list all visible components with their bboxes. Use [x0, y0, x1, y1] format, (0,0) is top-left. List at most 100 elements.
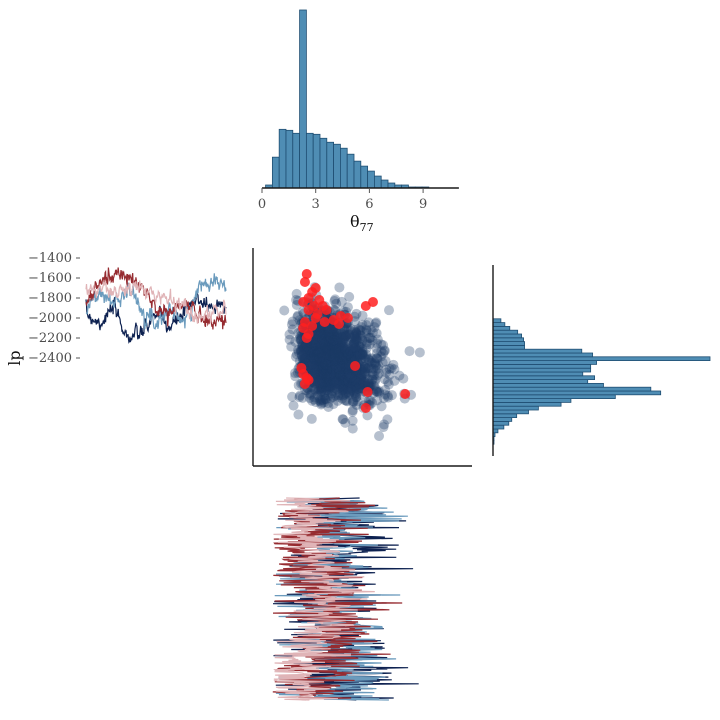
scatter-point — [331, 334, 342, 345]
scatter-point — [354, 379, 365, 390]
scatter-point — [316, 337, 327, 348]
scatter-point — [334, 379, 345, 390]
scatter-point — [331, 369, 342, 380]
scatter-point — [379, 389, 390, 400]
scatter-point — [329, 330, 340, 341]
scatter-point — [325, 338, 336, 349]
scatter-point — [339, 375, 350, 386]
scatter-point — [389, 375, 400, 386]
scatter-point — [340, 389, 351, 400]
scatter-point — [321, 336, 332, 347]
scatter-point — [384, 305, 395, 316]
scatter-point — [323, 344, 334, 355]
scatter-point — [317, 364, 328, 375]
scatter-point — [318, 397, 329, 408]
scatter-point — [336, 364, 347, 375]
scatter-point — [372, 363, 383, 374]
scatter-point — [313, 361, 324, 372]
scatter-point — [291, 288, 302, 299]
scatter-point — [324, 332, 335, 343]
scatter-point — [334, 347, 345, 358]
scatter-point — [333, 336, 344, 347]
scatter-point — [352, 348, 363, 359]
scatter-point — [320, 342, 331, 353]
scatter-point — [334, 368, 345, 379]
scatter-point — [330, 390, 341, 401]
scatter-point — [367, 374, 378, 385]
scatter-point — [351, 328, 362, 339]
scatter-point — [351, 335, 362, 346]
scatter-point — [316, 328, 327, 339]
scatter-point — [379, 374, 390, 385]
scatter-point — [346, 372, 357, 383]
scatter-point — [308, 356, 319, 367]
scatter-point — [333, 343, 344, 354]
scatter-point — [331, 364, 342, 375]
scatter-point — [300, 352, 311, 363]
scatter-point — [346, 323, 357, 334]
scatter-point — [322, 345, 333, 356]
scatter-point — [369, 370, 380, 381]
scatter-point — [373, 368, 384, 379]
scatter-point — [326, 361, 337, 372]
scatter-point — [318, 328, 329, 339]
scatter-point — [317, 381, 328, 392]
scatter-point — [294, 392, 305, 403]
scatter-point — [336, 363, 347, 374]
scatter-point — [341, 362, 352, 373]
scatter-point — [316, 336, 327, 347]
scatter-point — [306, 388, 317, 399]
scatter-point — [305, 349, 316, 360]
scatter-point — [302, 348, 313, 359]
scatter-point — [312, 347, 323, 358]
scatter-point — [310, 341, 321, 352]
scatter-point — [304, 349, 315, 360]
theta77-histogram — [265, 9, 430, 189]
scatter-point — [372, 370, 383, 381]
scatter-point — [323, 340, 334, 351]
scatter-point — [319, 346, 330, 357]
scatter-point — [339, 328, 350, 339]
scatter-point — [329, 364, 340, 375]
scatter-point — [336, 370, 347, 381]
scatter-point — [381, 367, 392, 378]
scatter-point — [338, 381, 349, 392]
scatter-point — [323, 356, 334, 367]
scatter-point — [342, 375, 353, 386]
scatter-point — [293, 347, 304, 358]
scatter-point — [296, 344, 307, 355]
theta77-histogram-bar — [305, 132, 314, 189]
scatter-point — [323, 356, 334, 367]
scatter-point — [330, 360, 341, 371]
scatter-point — [314, 357, 325, 368]
lp-histogram-bar — [492, 420, 510, 426]
scatter-point — [296, 339, 307, 350]
theta-symbol: θ — [350, 212, 360, 231]
scatter-point — [351, 327, 362, 338]
scatter-point — [324, 370, 335, 381]
scatter-point — [316, 357, 327, 368]
scatter-point — [363, 354, 374, 365]
scatter-point — [352, 383, 363, 394]
scatter-point — [320, 324, 331, 335]
scatter-point — [335, 387, 346, 398]
scatter-point — [312, 356, 323, 367]
scatter-point — [326, 327, 337, 338]
scatter-point — [377, 357, 388, 368]
scatter-point — [340, 331, 351, 342]
scatter-point — [314, 338, 325, 349]
scatter-point — [349, 336, 360, 347]
scatter-point — [335, 381, 346, 392]
scatter-point — [356, 348, 367, 359]
divergent-point — [299, 277, 310, 287]
scatter-point — [307, 359, 318, 370]
scatter-point — [311, 363, 322, 374]
scatter-point — [351, 399, 362, 410]
scatter-point — [371, 386, 382, 397]
scatter-point — [331, 363, 342, 374]
scatter-point — [372, 334, 383, 345]
scatter-point — [325, 369, 336, 380]
divergent-point — [333, 319, 344, 329]
scatter-point — [315, 387, 326, 398]
scatter-point — [333, 345, 344, 356]
